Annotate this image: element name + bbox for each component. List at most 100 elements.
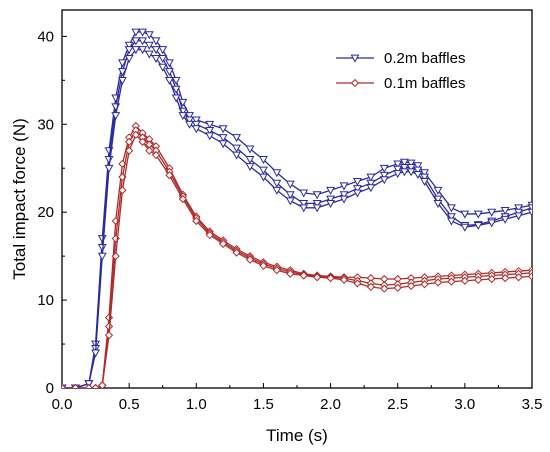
data-point (178, 112, 188, 121)
data-point (258, 173, 268, 182)
data-point (399, 158, 409, 167)
y-axis: 0 10 20 30 40 (37, 28, 67, 397)
data-point (151, 150, 161, 160)
data-point (406, 159, 416, 168)
series-line (62, 129, 532, 388)
data-point (171, 94, 181, 103)
data-point (138, 137, 147, 146)
data-point (272, 179, 282, 188)
data-point (413, 171, 423, 180)
series-line (62, 31, 532, 388)
x-tick-label: 3.0 (454, 396, 475, 413)
data-point (191, 125, 201, 134)
data-point (473, 210, 483, 219)
data-point (393, 165, 403, 174)
data-point (111, 112, 121, 121)
data-point (97, 252, 107, 261)
data-point (124, 54, 134, 63)
data-point (164, 76, 174, 85)
data-point (178, 194, 187, 204)
data-point (446, 204, 456, 213)
data-point (98, 381, 107, 388)
data-point (125, 146, 134, 155)
data-point (339, 191, 349, 200)
data-point (399, 168, 409, 177)
data-point (165, 171, 174, 180)
data-point (326, 200, 336, 209)
data-point (185, 112, 195, 121)
data-point (527, 272, 532, 281)
data-point (433, 278, 443, 287)
data-point (299, 271, 308, 280)
legend-marker (350, 78, 360, 88)
data-point (205, 127, 215, 136)
data-point (312, 200, 322, 209)
data-point (205, 132, 215, 141)
data-point (406, 168, 416, 177)
data-point (399, 163, 409, 172)
x-axis-title: Time (s) (266, 426, 328, 445)
y-tick-label: 0 (46, 380, 54, 397)
data-point (232, 248, 241, 257)
data-point (339, 275, 349, 284)
data-point (218, 140, 228, 149)
data-point (312, 191, 322, 200)
data-point (104, 331, 114, 340)
data-point (393, 283, 402, 292)
data-point (312, 204, 322, 213)
data-point (138, 37, 148, 46)
data-point (366, 173, 376, 182)
x-tick-label: 0.0 (52, 396, 73, 413)
data-point (232, 134, 242, 143)
data-point (205, 230, 214, 240)
data-point (299, 200, 309, 209)
data-point (91, 383, 100, 388)
data-point (117, 59, 127, 68)
series-3 (62, 46, 532, 388)
data-point (366, 184, 376, 193)
data-point (245, 156, 255, 165)
data-point (286, 269, 295, 278)
data-point (460, 223, 470, 232)
data-point (407, 281, 416, 291)
data-point (117, 68, 127, 77)
data-point (366, 179, 376, 188)
series-line (62, 40, 532, 388)
data-point (131, 37, 141, 46)
data-point (192, 216, 201, 226)
series-line (62, 133, 532, 388)
data-point (164, 68, 174, 77)
data-point (71, 383, 80, 388)
data-point (460, 276, 469, 285)
legend: 0.2m baffles 0.1m baffles (336, 50, 465, 92)
data-point (91, 349, 101, 358)
data-point (285, 197, 295, 206)
y-tick-label: 20 (37, 204, 54, 221)
data-point (219, 239, 228, 248)
data-point (285, 180, 295, 189)
x-tick-label: 0.5 (119, 396, 140, 413)
data-point (500, 207, 510, 216)
data-point (446, 217, 456, 226)
legend-item: 0.2m baffles (336, 50, 465, 67)
data-point (145, 146, 154, 155)
data-point (433, 200, 443, 209)
data-point (144, 50, 154, 59)
legend-label: 0.2m baffles (384, 50, 465, 67)
series-4 (62, 121, 532, 388)
data-point (272, 169, 282, 178)
data-point (131, 28, 141, 37)
data-point (218, 125, 228, 134)
y-axis-title: Total impact force (N) (10, 118, 29, 280)
data-point (487, 208, 497, 217)
data-point (299, 189, 309, 198)
data-point (487, 219, 497, 228)
data-point (62, 383, 67, 388)
data-point (487, 274, 496, 284)
data-point (514, 212, 524, 221)
data-point (144, 31, 154, 40)
data-point (339, 195, 349, 204)
data-point (272, 186, 282, 195)
data-point (118, 186, 127, 195)
